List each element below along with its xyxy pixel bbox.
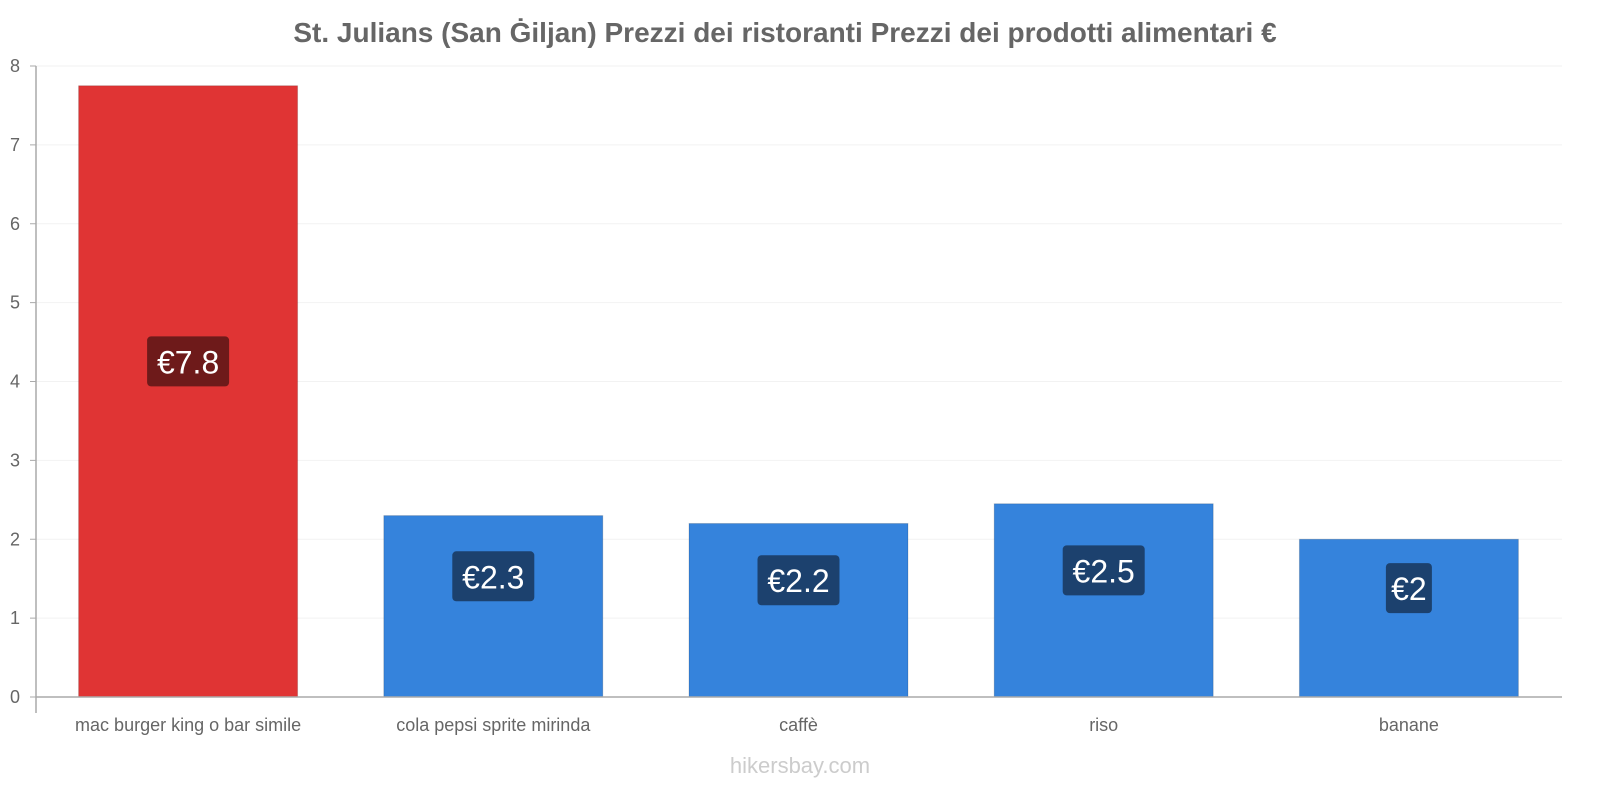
data-label-bg xyxy=(1062,545,1145,596)
y-tick-label: 1 xyxy=(10,608,20,628)
data-label: €2 xyxy=(1391,571,1427,607)
x-tick-label: riso xyxy=(1089,715,1118,735)
data-label-bg xyxy=(757,555,840,606)
y-tick-label: 7 xyxy=(10,135,20,155)
y-tick-label: 0 xyxy=(10,687,20,707)
x-tick-label: banane xyxy=(1379,715,1439,735)
bar xyxy=(383,515,604,698)
data-label-bg xyxy=(147,336,230,387)
watermark: hikersbay.com xyxy=(730,753,870,778)
data-label-bg xyxy=(452,551,535,602)
y-tick-label: 4 xyxy=(10,372,20,392)
bar xyxy=(688,522,909,698)
y-tick-label: 8 xyxy=(10,56,20,76)
data-label: €7.8 xyxy=(157,344,219,380)
data-label: €2.3 xyxy=(462,559,524,595)
chart-title: St. Julians (San Ġiljan) Prezzi dei rist… xyxy=(293,17,1277,48)
data-label: €2.2 xyxy=(767,563,829,599)
data-label-bg xyxy=(1385,563,1432,614)
y-tick-label: 3 xyxy=(10,450,20,470)
y-tick-label: 5 xyxy=(10,293,20,313)
bar xyxy=(1298,538,1519,698)
x-tick-label: cola pepsi sprite mirinda xyxy=(396,715,591,735)
y-tick-label: 2 xyxy=(10,529,20,549)
x-tick-label: caffè xyxy=(779,715,818,735)
data-label: €2.5 xyxy=(1073,553,1135,589)
bar xyxy=(78,85,299,698)
x-tick-label: mac burger king o bar simile xyxy=(75,715,301,735)
bar xyxy=(993,503,1214,698)
y-tick-label: 6 xyxy=(10,214,20,234)
